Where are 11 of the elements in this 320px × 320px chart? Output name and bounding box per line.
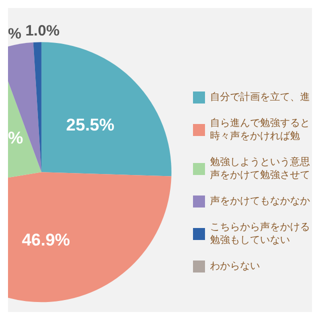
legend-label: 自ら進んで勉強すると時々声をかければ勉 bbox=[210, 117, 310, 142]
legend-label: 自分で計画を立て、進 bbox=[210, 91, 310, 103]
data-label: 25.5% bbox=[66, 115, 114, 134]
data-label: 46.9% bbox=[22, 230, 70, 250]
legend-label: わからない bbox=[210, 261, 260, 272]
data-label: % bbox=[8, 25, 22, 42]
legend-label: 勉強しようという意思声をかけて勉強させて bbox=[210, 156, 310, 181]
data-label: 1.0% bbox=[25, 22, 60, 40]
data-label: % bbox=[8, 128, 24, 148]
legend-label: こちらから声をかける勉強もしていない bbox=[210, 221, 310, 246]
legend-label: 声をかけてもなかなか bbox=[210, 195, 310, 207]
